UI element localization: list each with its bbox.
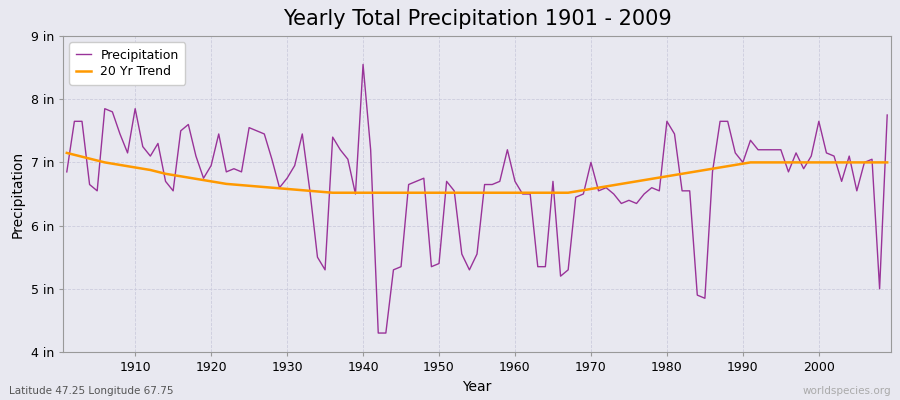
Precipitation <box>882 113 893 118</box>
Precipitation <box>61 170 72 174</box>
20 Yr Trend <box>289 187 300 192</box>
Precipitation <box>357 62 368 67</box>
Precipitation <box>616 201 626 206</box>
20 Yr Trend <box>343 190 354 195</box>
Precipitation <box>373 331 383 336</box>
Line: 20 Yr Trend: 20 Yr Trend <box>67 153 887 193</box>
Precipitation <box>518 192 528 196</box>
Precipitation <box>122 150 133 155</box>
X-axis label: Year: Year <box>463 380 491 394</box>
Text: Latitude 47.25 Longitude 67.75: Latitude 47.25 Longitude 67.75 <box>9 386 174 396</box>
Precipitation <box>525 192 535 196</box>
20 Yr Trend <box>608 183 619 188</box>
20 Yr Trend <box>509 190 520 195</box>
Line: Precipitation: Precipitation <box>67 64 887 333</box>
Legend: Precipitation, 20 Yr Trend: Precipitation, 20 Yr Trend <box>69 42 185 84</box>
Text: worldspecies.org: worldspecies.org <box>803 386 891 396</box>
20 Yr Trend <box>61 150 72 155</box>
20 Yr Trend <box>518 190 528 195</box>
20 Yr Trend <box>328 190 338 195</box>
20 Yr Trend <box>122 164 133 168</box>
Title: Yearly Total Precipitation 1901 - 2009: Yearly Total Precipitation 1901 - 2009 <box>283 9 671 29</box>
Precipitation <box>289 163 300 168</box>
Precipitation <box>335 147 346 152</box>
20 Yr Trend <box>882 160 893 165</box>
Y-axis label: Precipitation: Precipitation <box>11 150 25 238</box>
